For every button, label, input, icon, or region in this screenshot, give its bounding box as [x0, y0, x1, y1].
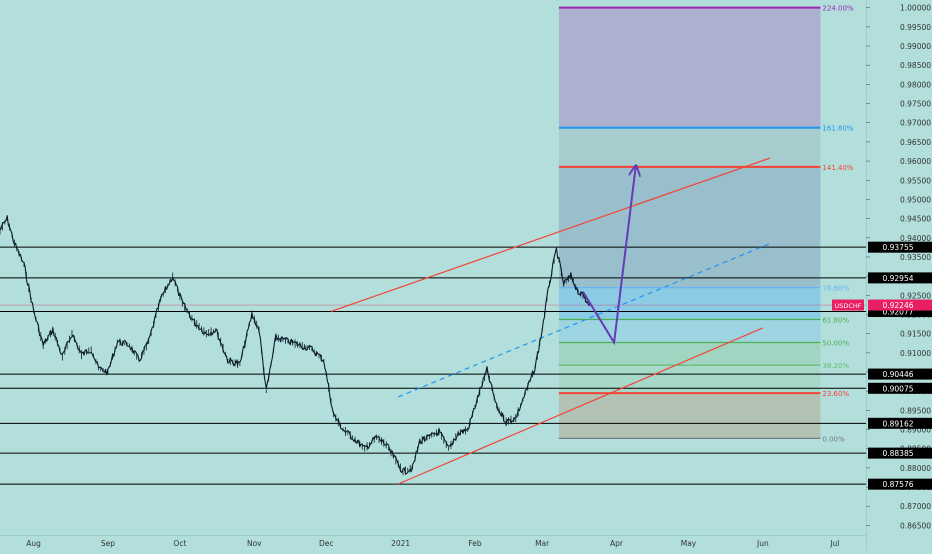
price-tick-label: 0.91500: [900, 330, 931, 339]
time-tick-label: Oct: [173, 539, 186, 548]
time-tick-label: Dec: [319, 539, 334, 548]
level-label-box: [868, 478, 932, 490]
fib-zone: [558, 319, 821, 343]
current-price-label: 0.92246: [882, 301, 913, 310]
current-price-box: [868, 299, 932, 311]
price-labels: 0.93755 0.92954 0.92077 0.90446 0.90075 0.891…: [832, 241, 932, 490]
fib-level-label: 0.00%: [822, 435, 845, 443]
fib-zone: [558, 166, 821, 288]
trend-lines: [330, 157, 771, 485]
price-tick-label: 0.97000: [900, 119, 931, 128]
time-tick-label: 2021: [391, 539, 410, 548]
time-axis[interactable]: Aug Sep Oct Nov Dec 2021 Feb Mar Apr May Jun Jul: [0, 535, 866, 549]
fib-level-label: 224.00%: [822, 5, 853, 13]
level-label-text: 0.93755: [882, 243, 913, 252]
time-tick-label: Jul: [829, 539, 839, 548]
horizontal-levels: [0, 246, 866, 485]
price-tick-label: 1.00000: [900, 4, 931, 13]
fib-level-label: 23.60%: [822, 390, 849, 398]
fib-level-label: 61.80%: [822, 316, 849, 324]
fibonacci-levels: 224.00% 161.80% 141.40% 78.60% 61.80% 50.00% 3…: [558, 5, 854, 443]
fib-zone: [558, 127, 821, 167]
time-tick-label: Jun: [756, 539, 769, 548]
price-tick-label: 0.97500: [900, 100, 931, 109]
fib-level-label: 141.40%: [822, 164, 853, 172]
time-tick-label: Feb: [468, 539, 482, 548]
level-label-box: [868, 447, 932, 459]
level-label-text: 0.92077: [882, 308, 913, 317]
fib-level-label: 38.20%: [822, 362, 849, 370]
price-tick-label: 0.98500: [900, 61, 931, 70]
fib-level-label: 78.60%: [822, 285, 849, 293]
price-tick-label: 0.93500: [900, 253, 931, 262]
price-tick-label: 0.91000: [900, 349, 931, 358]
time-tick-label: May: [681, 539, 697, 548]
fibonacci-zones: [558, 7, 821, 439]
fib-zone: [558, 342, 821, 366]
price-tick-label: 0.96000: [900, 157, 931, 166]
trend-line: [397, 242, 771, 398]
price-series: [0, 215, 591, 476]
trend-line: [397, 327, 764, 485]
level-label-box: [868, 368, 932, 380]
level-label-box: [868, 272, 932, 284]
trend-line: [330, 157, 771, 312]
level-label-text: 0.92954: [882, 274, 913, 283]
time-tick-label: Mar: [535, 539, 550, 548]
time-tick-label: Apr: [610, 539, 624, 548]
symbol-box: [832, 299, 864, 311]
price-tick-label: 0.88000: [900, 464, 931, 473]
fib-level-label: 161.80%: [822, 125, 853, 133]
level-label-box: [868, 382, 932, 394]
price-tick-label: 0.94000: [900, 234, 931, 243]
price-tick-label: 0.94500: [900, 215, 931, 224]
price-tick-label: 0.96500: [900, 138, 931, 147]
time-tick-label: Aug: [26, 539, 41, 548]
fib-zone: [558, 7, 821, 128]
time-tick-label: Sep: [101, 539, 115, 548]
price-tick-label: 0.99000: [900, 42, 931, 51]
fib-zone: [558, 287, 821, 320]
level-label-text: 0.90446: [882, 370, 913, 379]
projection-arrow: [582, 167, 636, 346]
symbol-label: USDCHF: [834, 302, 861, 310]
fib-zone: [558, 365, 821, 394]
fib-zone: [558, 166, 821, 288]
price-tick-label: 0.95000: [900, 195, 931, 204]
price-tick-label: 0.92500: [900, 291, 931, 300]
price-tick-label: 0.86500: [900, 521, 931, 530]
level-label-text: 0.90075: [882, 384, 913, 393]
fib-zone: [558, 393, 821, 439]
price-tick-label: 0.87000: [900, 502, 931, 511]
level-label-text: 0.89162: [882, 419, 913, 428]
time-tick-label: Nov: [247, 539, 262, 548]
price-tick-label: 0.99500: [900, 23, 931, 32]
price-tick-label: 0.89000: [900, 426, 931, 435]
projection-path: [582, 167, 636, 346]
price-tick-label: 0.95500: [900, 176, 931, 185]
price-tick-label: 0.89500: [900, 406, 931, 415]
level-label-text: 0.88385: [882, 449, 913, 458]
level-label-box: [868, 417, 932, 429]
level-label-box: [868, 306, 932, 318]
fib-level-label: 50.00%: [822, 339, 849, 347]
level-label-text: 0.87576: [882, 480, 913, 489]
fib-zone: [558, 393, 821, 439]
price-tick-label: 0.98000: [900, 80, 931, 89]
level-label-box: [868, 241, 932, 253]
